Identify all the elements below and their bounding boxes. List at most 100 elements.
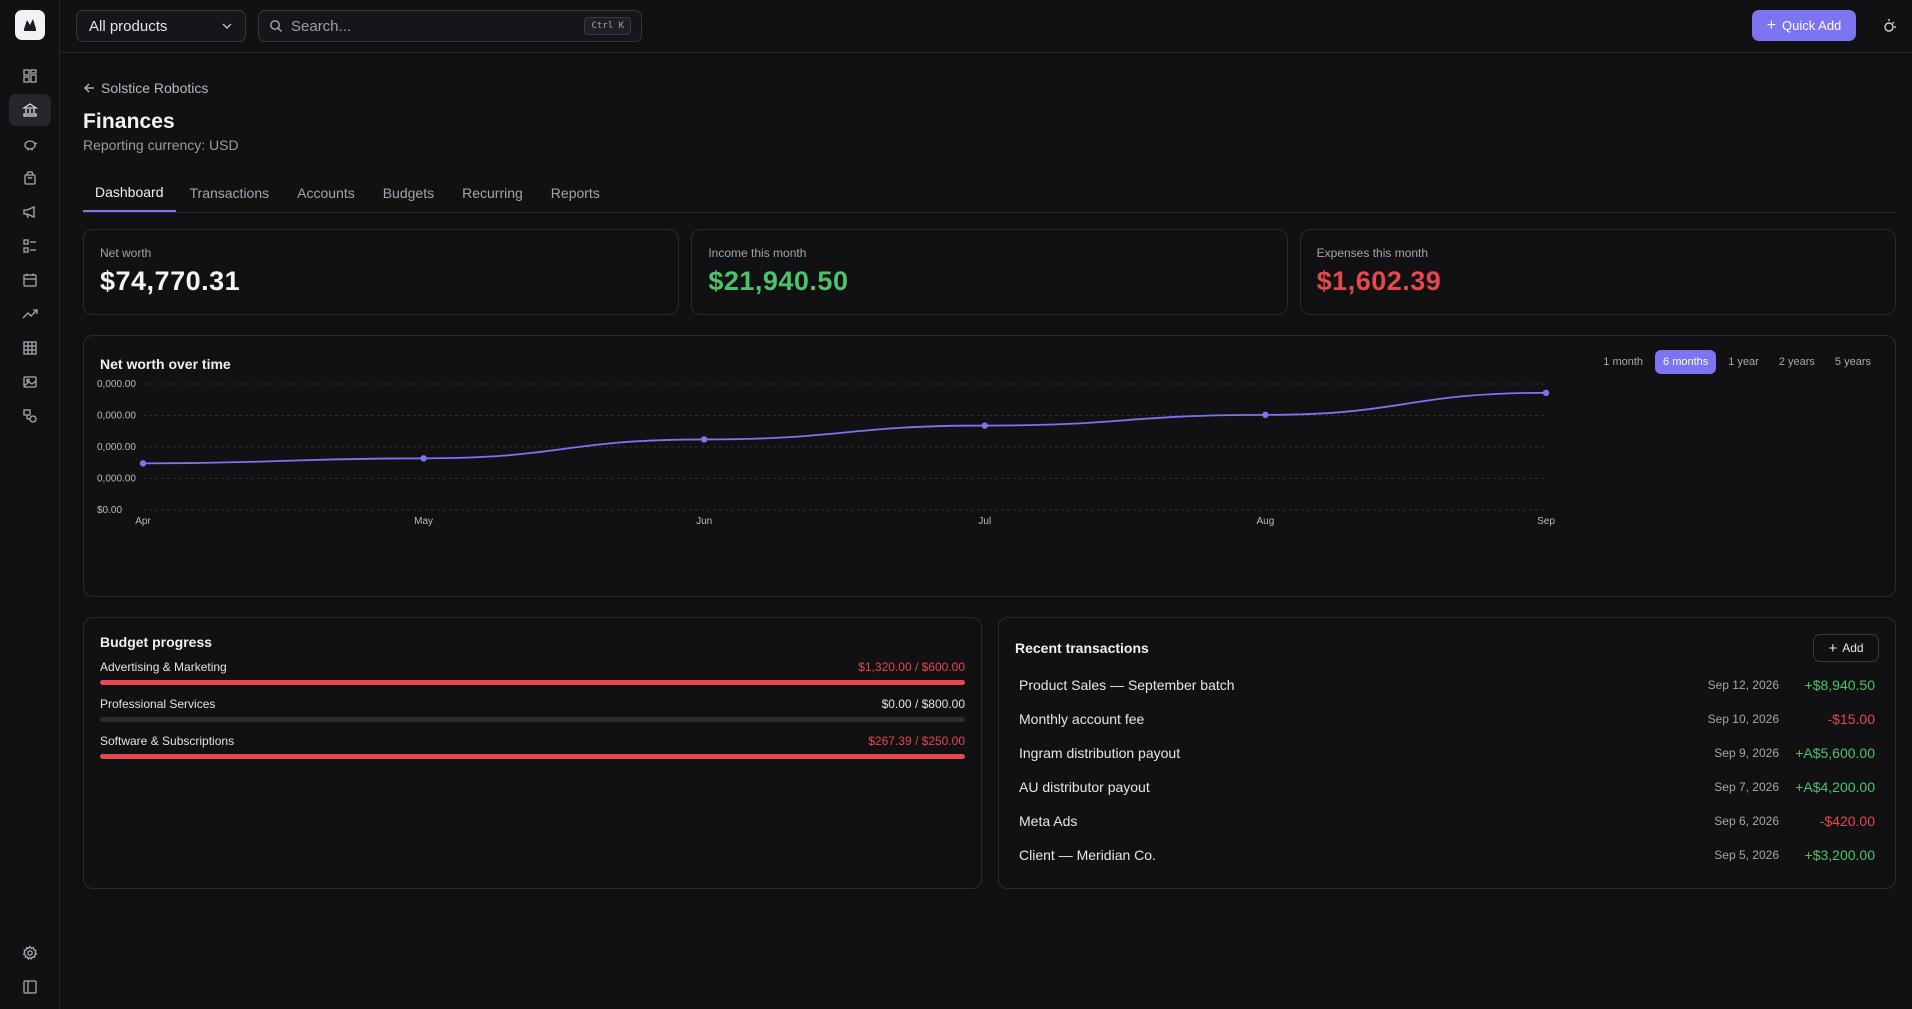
nav-products[interactable] [9,162,51,194]
expenses-value: $1,602.39 [1316,266,1442,296]
budget-category: Professional Services [100,697,216,711]
chart-title: Net worth over time [100,356,231,372]
x-tick-label: Apr [135,516,151,527]
y-tick-label: 0,000.00 [97,379,136,390]
budget-category: Advertising & Marketing [100,660,227,674]
transaction-row[interactable]: Monthly account fee Sep 10, 2026 -$15.00 [1015,702,1879,736]
range-2-years[interactable]: 2 years [1778,356,1815,368]
search-input[interactable]: Search... [291,17,352,35]
checklist-icon [22,239,36,253]
data-point[interactable] [139,460,147,467]
tab-reports[interactable]: Reports [550,184,600,201]
tab-accounts[interactable]: Accounts [297,184,355,201]
net-worth-label: Net worth [100,246,152,260]
transaction-amount: +$3,200.00 [1804,847,1875,863]
nav-marketing[interactable] [9,196,51,228]
nav-analytics[interactable] [9,298,51,330]
search-bar[interactable]: Search... Ctrl K [258,10,642,42]
range-selector: 1 month 6 months 1 year 2 years 5 years [1595,350,1879,374]
nav-savings[interactable] [9,128,51,160]
piggy-bank-icon [23,140,37,151]
plus-icon: + [1766,16,1777,34]
range-5-years[interactable]: 5 years [1834,356,1871,368]
budget-title: Budget progress [100,634,213,650]
transaction-description: Meta Ads [1019,813,1078,829]
product-select[interactable]: All products [76,10,246,42]
tab-recurring[interactable]: Recurring [462,184,523,201]
nav-finances[interactable] [8,94,51,126]
quick-add-button[interactable]: + Quick Add [1752,10,1856,41]
nav-calendar[interactable] [9,264,51,296]
income-card: Income this month $21,940.50 [691,229,1288,315]
page-subtitle: Reporting currency: USD [83,137,239,153]
add-label: Add [1842,641,1864,655]
x-tick-label: Jun [696,516,712,527]
nav-tables[interactable] [9,332,51,364]
transaction-amount: -$15.00 [1827,711,1875,727]
settings-icon [22,945,38,961]
data-point[interactable] [420,455,427,462]
transaction-description: AU distributor payout [1019,779,1150,795]
plus-icon: + [1828,639,1838,657]
nav-integrations[interactable] [9,400,51,432]
transaction-amount: +A$5,600.00 [1795,745,1875,761]
shapes-icon [22,409,37,423]
budget-amount: $267.39 / $250.00 [868,734,965,748]
data-point[interactable] [1542,389,1550,397]
transaction-row[interactable]: Meta Ads Sep 6, 2026 -$420.00 [1015,804,1879,838]
transaction-date: Sep 9, 2026 [1714,746,1779,760]
transaction-description: Product Sales — September batch [1019,677,1235,693]
transaction-description: Client — Meridian Co. [1019,847,1156,863]
app-logo[interactable] [14,10,45,40]
recent-transactions-card: Recent transactions + Add Product Sales … [998,617,1896,889]
budget-category: Software & Subscriptions [100,734,235,748]
sidebar-toggle-icon [23,980,37,994]
tab-dashboard[interactable]: Dashboard [83,173,176,212]
series-line [142,391,1547,465]
theme-toggle-icon[interactable] [1880,17,1898,35]
transaction-amount: +A$4,200.00 [1795,779,1875,795]
y-tick-label: $0.00 [97,505,122,516]
y-tick-label: 0,000.00 [97,442,136,453]
transaction-row[interactable]: Ingram distribution payout Sep 9, 2026 +A$… [1015,736,1879,770]
expenses-card: Expenses this month $1,602.39 [1299,229,1896,315]
breadcrumb-back-link[interactable]: Solstice Robotics [101,80,209,96]
transaction-row[interactable]: AU distributor payout Sep 7, 2026 +A$4,200… [1015,770,1879,804]
nav-tasks[interactable] [9,230,51,262]
y-tick-label: 0,000.00 [97,411,136,422]
transaction-description: Monthly account fee [1019,711,1145,727]
range-6-months[interactable]: 6 months [1655,350,1717,374]
table-icon [22,341,37,355]
tab-budgets[interactable]: Budgets [382,184,435,201]
transaction-row[interactable]: Client — Meridian Co. Sep 5, 2026 +$3,200.… [1015,838,1879,872]
shopping-bag-icon [23,171,36,185]
breadcrumb[interactable]: Solstice Robotics [83,79,1896,97]
y-tick-label: 0,000.00 [97,474,136,485]
transaction-date: Sep 6, 2026 [1714,814,1779,828]
range-1-month[interactable]: 1 month [1603,356,1644,368]
budget-amount: $0.00 / $800.00 [881,697,965,711]
finance-icon [21,103,38,117]
transaction-row[interactable]: Product Sales — September batch Sep 12, 2… [1015,668,1879,702]
transaction-amount: -$420.00 [1819,813,1875,829]
transactions-list: Product Sales — September batch Sep 12, 2… [1015,668,1879,872]
range-1-year[interactable]: 1 year [1728,356,1759,368]
nav-settings[interactable] [9,937,51,969]
x-tick-label: May [414,516,433,527]
data-point[interactable] [981,422,988,429]
nav-media[interactable] [9,366,51,398]
data-point[interactable] [1262,411,1269,419]
budget-row: Software & Subscriptions $267.39 / $250.0… [100,734,965,759]
logo-icon [23,19,36,31]
expenses-label: Expenses this month [1316,246,1429,260]
income-value: $21,940.50 [708,266,849,296]
data-point[interactable] [701,436,708,443]
add-transaction-button[interactable]: + Add [1813,634,1879,662]
product-select-value: All products [89,17,168,35]
nav-collapse-sidebar[interactable] [9,971,51,1003]
net-worth-card: Net worth $74,770.31 [83,229,680,315]
nav-dashboard[interactable] [9,60,51,92]
budget-progress-fill [100,680,965,685]
tab-transactions[interactable]: Transactions [189,184,270,201]
budget-row: Professional Services $0.00 / $800.00 [100,697,965,722]
